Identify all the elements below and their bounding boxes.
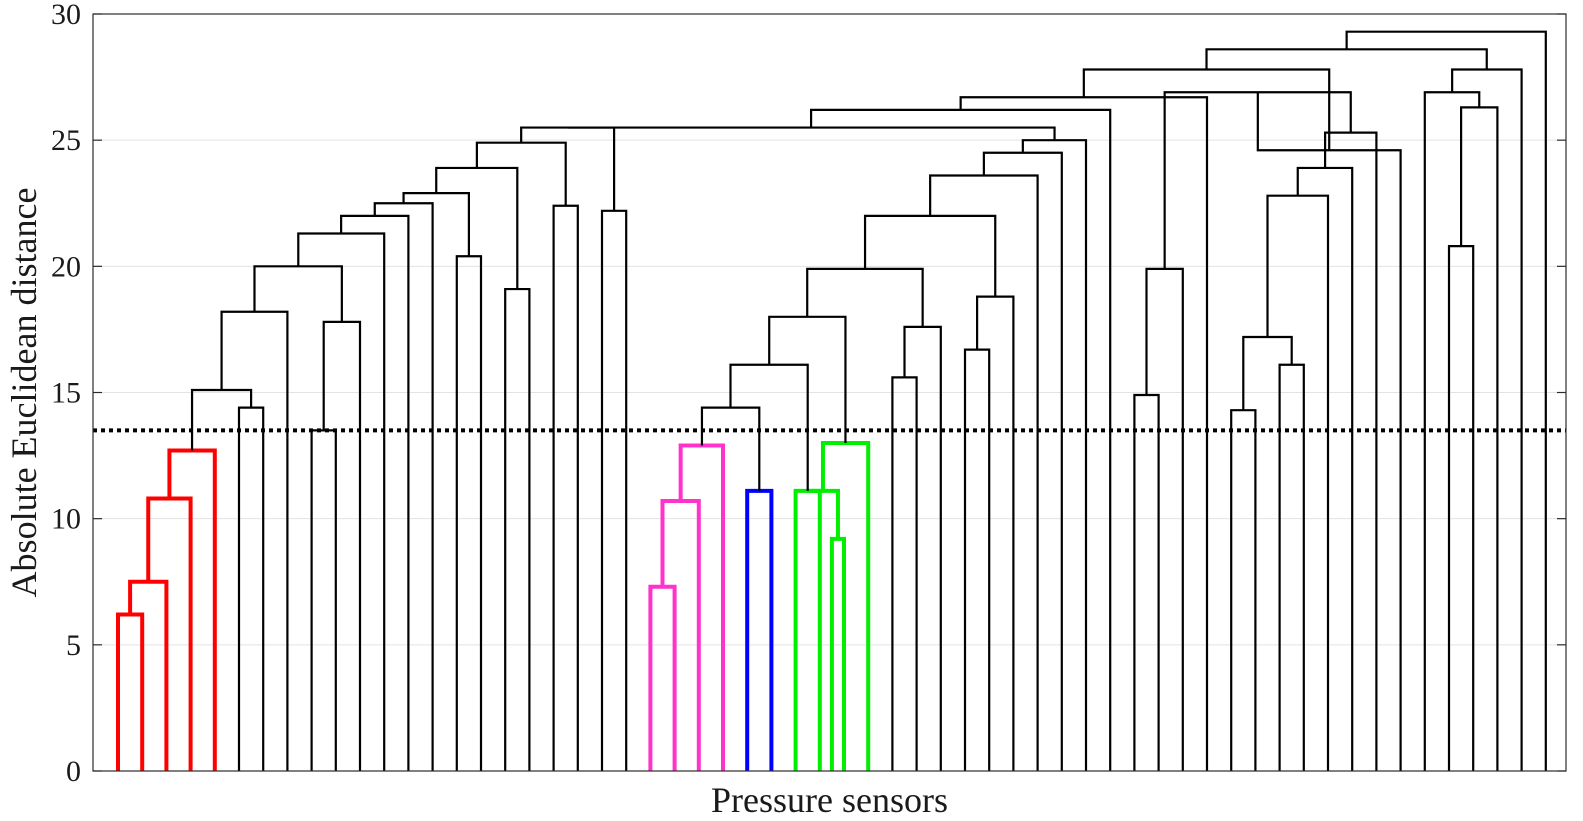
dendrogram-link bbox=[322, 320, 362, 771]
dendrogram-link bbox=[793, 488, 822, 771]
dendrogram-link bbox=[190, 388, 253, 451]
dendrogram-link bbox=[700, 406, 761, 491]
dendrogram-link bbox=[1230, 409, 1257, 771]
dendrogram-link bbox=[1242, 335, 1293, 411]
dendrogram-link bbox=[1447, 245, 1475, 771]
dendrogram-link bbox=[1278, 363, 1305, 771]
dendrogram-link bbox=[678, 443, 725, 771]
y-tick-label: 5 bbox=[66, 629, 81, 662]
dendrogram-link bbox=[829, 536, 846, 771]
y-axis-label: Absolute Euclidean distance bbox=[4, 188, 44, 598]
dendrogram-link bbox=[929, 174, 1039, 771]
y-tick-label: 10 bbox=[51, 503, 81, 536]
dendrogram-link bbox=[959, 96, 1209, 771]
dendrogram-link bbox=[237, 406, 265, 771]
dendrogram-link bbox=[1345, 30, 1547, 771]
dendrogram-link bbox=[253, 265, 343, 322]
dendrogram-link bbox=[891, 376, 918, 771]
dendrogram-link bbox=[1021, 139, 1088, 771]
dendrogram-link bbox=[1296, 166, 1354, 771]
dendrogram-link bbox=[820, 440, 871, 771]
dendrogram-link bbox=[903, 325, 942, 771]
dendrogram-link bbox=[1145, 267, 1184, 771]
dendrogram-link bbox=[116, 612, 145, 771]
dendrogram-link bbox=[167, 448, 217, 771]
dendrogram-link bbox=[648, 584, 677, 771]
dendrogram-link bbox=[729, 363, 809, 491]
dendrogram-link bbox=[863, 214, 997, 297]
dendrogram-link bbox=[402, 192, 470, 257]
dendrogram-link bbox=[310, 429, 337, 771]
dendrogram-link bbox=[1451, 68, 1523, 771]
y-tick-label: 15 bbox=[51, 377, 81, 410]
dendrogram-link bbox=[1460, 106, 1499, 771]
dendrogram-link bbox=[1324, 131, 1378, 771]
y-tick-label: 30 bbox=[51, 0, 81, 31]
dendrogram-link bbox=[809, 108, 1112, 771]
dendrogram-links bbox=[116, 30, 1547, 771]
dendrogram-link bbox=[745, 488, 774, 771]
dendrogram-link bbox=[567, 126, 1056, 141]
dendrogram-link bbox=[220, 310, 289, 771]
dendrogram-link bbox=[1163, 91, 1352, 269]
dendrogram-link bbox=[660, 499, 701, 771]
dendrogram-link bbox=[1133, 393, 1160, 771]
dendrogram-link bbox=[1205, 48, 1488, 70]
y-tick-label: 20 bbox=[51, 250, 81, 283]
dendrogram-link bbox=[806, 267, 924, 327]
dendrogram-link bbox=[340, 214, 410, 771]
dendrogram-link bbox=[435, 166, 519, 290]
x-axis-label: Pressure sensors bbox=[711, 780, 948, 820]
dendrogram-link bbox=[600, 209, 628, 771]
y-tick-label: 25 bbox=[51, 124, 81, 157]
dendrogram-link bbox=[552, 204, 579, 771]
dendrogram-link bbox=[976, 295, 1015, 771]
y-tick-label: 0 bbox=[66, 755, 81, 788]
dendrogram-link bbox=[455, 255, 483, 771]
y-axis-ticks: 0 5 10 15 20 25 30 bbox=[51, 0, 1566, 788]
dendrogram-link bbox=[807, 488, 840, 539]
dendrogram-link bbox=[128, 579, 169, 771]
dendrogram-link bbox=[146, 496, 193, 771]
dendrogram-link bbox=[475, 141, 567, 206]
dendrogram-link bbox=[963, 348, 991, 771]
dendrogram-link bbox=[504, 287, 531, 771]
dendrogram-link bbox=[1266, 194, 1330, 771]
